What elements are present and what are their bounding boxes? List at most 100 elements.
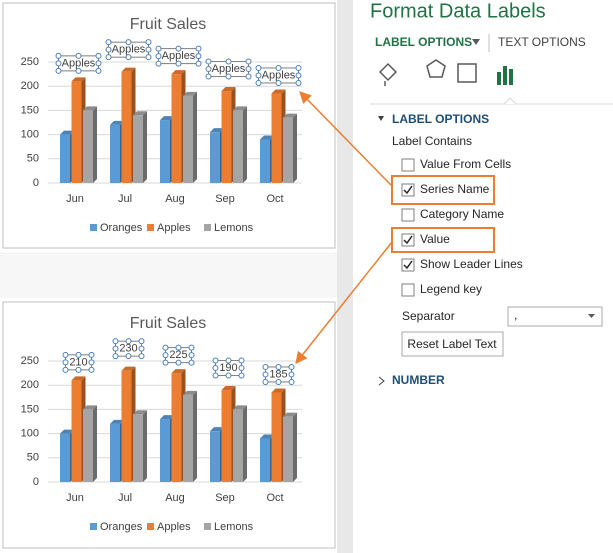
separator-dropdown[interactable] [507, 306, 603, 327]
bar-top [210, 427, 224, 432]
bar-top [71, 77, 86, 82]
tab[interactable]: LABEL OPTIONS [375, 35, 472, 49]
checkmark [403, 260, 413, 270]
x-tick-label: Oct [266, 193, 283, 205]
bar [160, 419, 170, 482]
selection-handle [225, 357, 232, 364]
tab-arrow [472, 39, 480, 45]
tab[interactable]: TEXT OPTIONS [498, 35, 586, 49]
options-icon[interactable] [497, 66, 513, 85]
bar-top [83, 405, 97, 410]
bar-top [133, 111, 147, 116]
x-tick-label: Jul [118, 193, 132, 205]
data-label: Apples [162, 50, 196, 62]
callout-arrow [295, 241, 393, 364]
y-tick-label: 0 [33, 177, 39, 189]
x-tick-label: Aug [165, 193, 185, 205]
reset-button[interactable] [401, 331, 504, 357]
selection-handle [75, 351, 82, 358]
selection-handle [105, 46, 112, 53]
x-tick-label: Oct [266, 492, 283, 504]
checkbox[interactable] [401, 283, 415, 297]
selection-handle [212, 372, 219, 379]
option-label: Value [420, 232, 450, 246]
selection-handle [295, 79, 302, 86]
bar [121, 71, 132, 183]
x-tick-label: Sep [215, 492, 235, 504]
bar-side [293, 113, 297, 183]
checkbox[interactable] [401, 208, 415, 222]
fill-icon[interactable] [378, 62, 398, 86]
bar [260, 438, 270, 482]
callout-box [391, 227, 495, 253]
selection-handle [112, 353, 119, 360]
selection-handle [288, 378, 295, 385]
y-tick-label: 50 [27, 153, 39, 165]
callout-box [391, 175, 495, 205]
y-tick-label: 150 [21, 104, 39, 116]
callout-arrow [299, 91, 393, 187]
data-label: 230 [119, 343, 137, 355]
bar [233, 409, 243, 482]
selection-handle [238, 357, 245, 364]
selection-handle [145, 46, 152, 53]
bar-top [233, 405, 247, 410]
option-label: Series Name [420, 182, 490, 196]
bar [210, 431, 220, 482]
data-label: 190 [219, 362, 237, 374]
selection-handle [62, 359, 69, 366]
selection-handle [125, 338, 132, 345]
selection-handle [245, 58, 252, 65]
selection-handle [55, 67, 62, 74]
separator-label: Separator [402, 309, 455, 323]
selection-handle [175, 45, 182, 52]
bar-side [93, 106, 97, 183]
selection-handle [62, 351, 69, 358]
format-pane [353, 0, 613, 553]
bar-top [121, 67, 136, 72]
bar [83, 110, 93, 183]
y-tick-label: 50 [27, 452, 39, 464]
legend-swatch [147, 523, 154, 530]
bar [271, 392, 282, 482]
selection-handle [88, 366, 95, 373]
size-icon[interactable] [457, 63, 477, 83]
selection-handle [238, 372, 245, 379]
legend-swatch [90, 523, 97, 530]
selection-handle [262, 378, 269, 385]
selection-handle [195, 60, 202, 67]
selection-handle [188, 344, 195, 351]
selection-handle [88, 351, 95, 358]
bar-side [143, 410, 147, 482]
checkbox[interactable] [401, 183, 415, 197]
option-label: Show Leader Lines [420, 257, 523, 271]
selection-handle [225, 58, 232, 65]
y-tick-label: 150 [21, 403, 39, 415]
data-label: Apples [62, 57, 96, 69]
selection-handle [112, 338, 119, 345]
bar-top [183, 91, 197, 96]
bar-top [183, 390, 197, 395]
bar-top [260, 434, 274, 439]
selection-handle [88, 359, 95, 366]
checkbox[interactable] [401, 233, 415, 247]
legend-label: Oranges [100, 222, 143, 234]
selection-handle [255, 64, 262, 71]
bar-top [133, 410, 147, 415]
effects-icon[interactable] [426, 59, 446, 78]
bar [271, 93, 282, 183]
separator-value: , [514, 308, 517, 322]
chart-title: Fruit Sales [130, 315, 206, 332]
selection-handle [162, 359, 169, 366]
section-title[interactable]: NUMBER [392, 373, 445, 387]
bar [283, 117, 293, 183]
option-label: Value From Cells [420, 157, 511, 171]
selection-handle [95, 67, 102, 74]
bar [71, 380, 82, 482]
bar [171, 373, 182, 482]
section-title[interactable]: LABEL OPTIONS [392, 112, 489, 126]
selection-handle [62, 366, 69, 373]
selection-handle [245, 66, 252, 73]
checkbox[interactable] [401, 158, 415, 172]
checkbox[interactable] [401, 258, 415, 272]
